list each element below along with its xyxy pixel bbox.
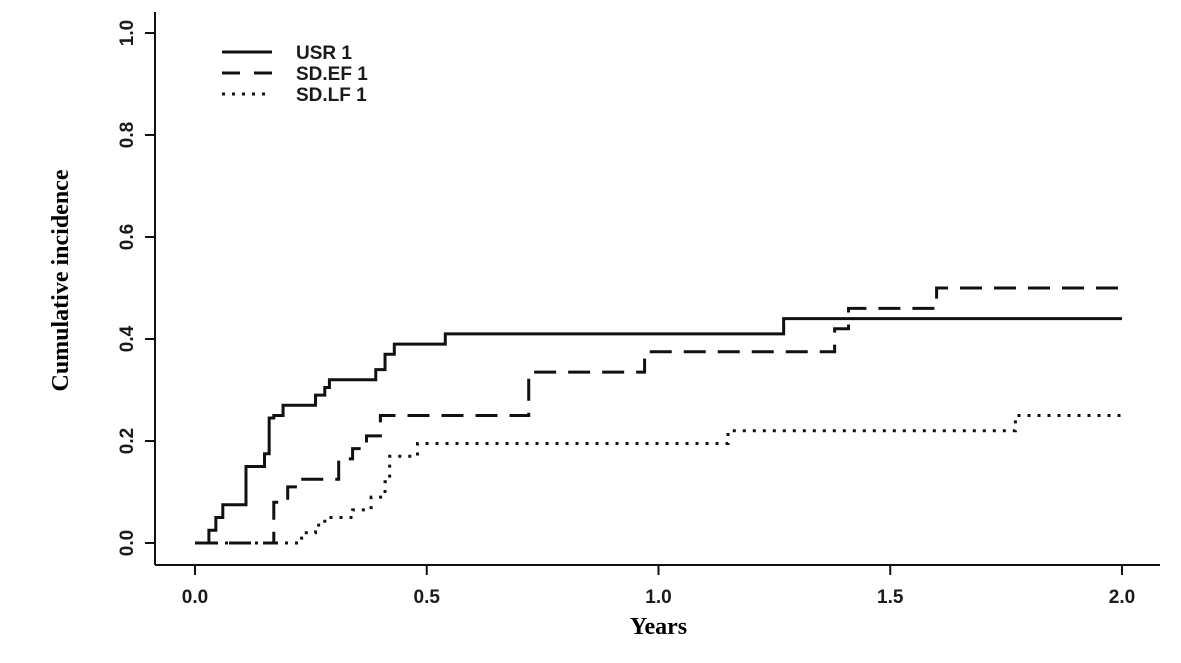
- series-line-1: [195, 317, 1122, 545]
- x-tick-label: 2.0: [1109, 587, 1135, 608]
- y-tick-label: 0.0: [117, 530, 138, 556]
- y-tick-label: 0.6: [117, 224, 138, 250]
- legend-label-3: SD.LF 1: [296, 85, 367, 106]
- x-tick-label: 0.5: [414, 587, 441, 608]
- y-tick-label: 1.0: [117, 20, 138, 46]
- y-axis-title: Cumulative incidence: [48, 169, 74, 391]
- legend-label-2: SD.EF 1: [296, 64, 368, 85]
- legend: USR 1SD.EF 1SD.LF 1: [222, 43, 368, 106]
- x-tick-label: 1.5: [877, 587, 904, 608]
- x-tick-label: 1.0: [645, 587, 671, 608]
- y-tick-label: 0.4: [117, 325, 138, 352]
- x-tick-label: 0.0: [182, 587, 208, 608]
- series-line-3: [195, 414, 1122, 545]
- series-line-2: [195, 286, 1122, 545]
- x-axis-title: Years: [630, 614, 687, 640]
- legend-label-1: USR 1: [296, 43, 352, 64]
- axes: 0.0 0.5 1.0 1.5 2.0 0.0 0.2 0.4 0.6 0.8 1.0: [117, 12, 1160, 608]
- y-tick-label: 0.8: [117, 122, 138, 148]
- series-layer: [195, 286, 1122, 545]
- y-tick-label: 0.2: [117, 428, 138, 454]
